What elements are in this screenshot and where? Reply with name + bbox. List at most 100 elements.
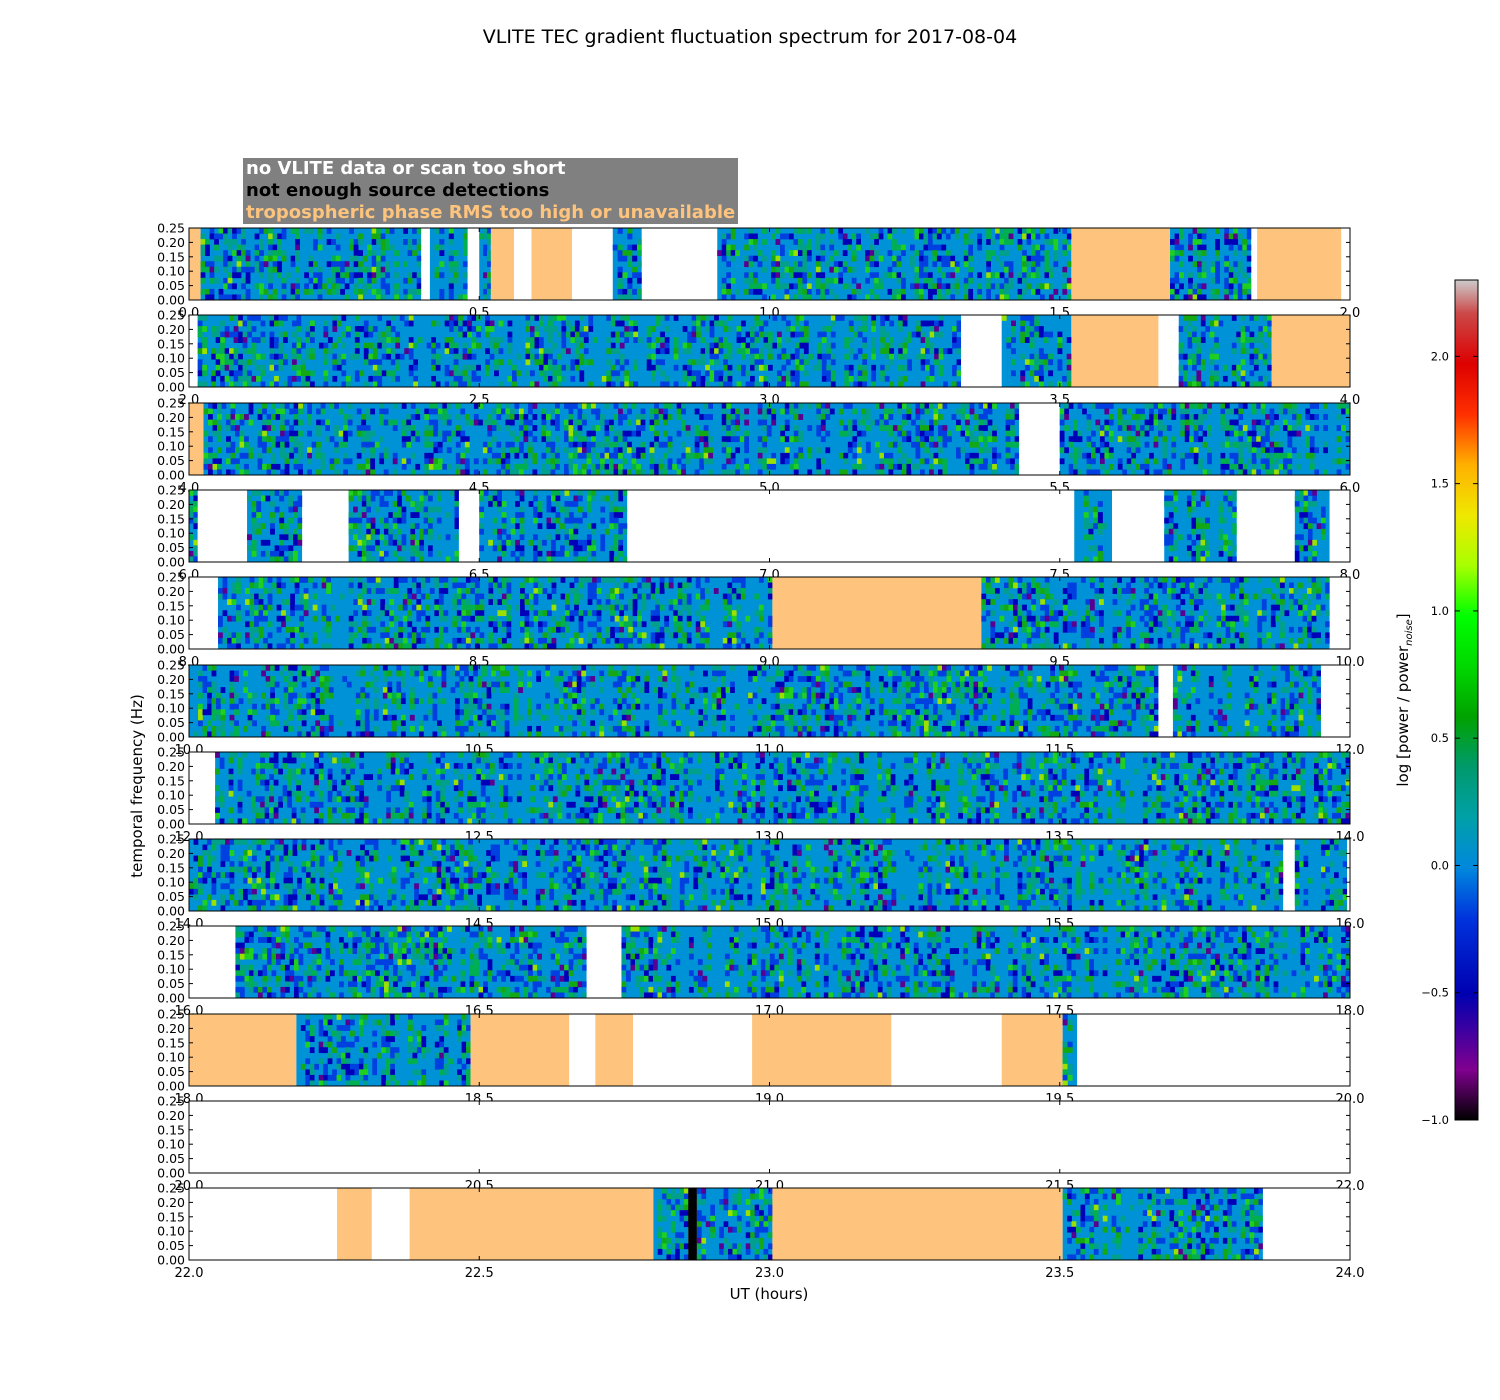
- spectrum-cell: [1173, 490, 1179, 496]
- spectrum-cell: [1220, 419, 1226, 426]
- spectrum-cell: [343, 430, 349, 437]
- spectrum-cell: [260, 353, 266, 360]
- spectrum-cell: [274, 381, 279, 388]
- spectrum-cell: [1202, 403, 1208, 409]
- spectrum-cell: [1341, 408, 1346, 415]
- spectrum-cell: [848, 364, 854, 371]
- spectrum-cell: [741, 320, 746, 327]
- spectrum-cell: [527, 430, 533, 437]
- spectrum-cell: [992, 469, 997, 476]
- spectrum-cell: [238, 331, 243, 338]
- spectrum-cell: [1179, 283, 1184, 290]
- spectrum-cell: [258, 577, 264, 583]
- spectrum-cell: [609, 506, 615, 513]
- spectrum-cell: [309, 353, 315, 360]
- spectrum-cell: [564, 447, 569, 454]
- spectrum-cell: [419, 528, 424, 535]
- spectrum-cell: [336, 353, 342, 360]
- spectrum-cell: [915, 414, 921, 420]
- spectrum-cell: [1224, 288, 1230, 295]
- spectrum-cell: [434, 244, 440, 251]
- spectrum-cell: [1196, 375, 1202, 382]
- spectrum-cell: [960, 430, 966, 437]
- spectrum-cell: [335, 277, 341, 284]
- spectrum-cell: [371, 233, 377, 240]
- spectrum-cell: [1205, 495, 1210, 502]
- spectrum-cell: [1188, 283, 1193, 290]
- spectrum-cell: [1059, 436, 1065, 443]
- spectrum-cell: [248, 447, 254, 454]
- spectrum-cell: [332, 315, 338, 321]
- spectrum-cell: [938, 425, 943, 431]
- spectrum-cell: [586, 430, 592, 437]
- spectrum-cell: [730, 414, 736, 420]
- spectrum-cell: [270, 556, 275, 563]
- segment-nodata: [961, 315, 1002, 387]
- spectrum-cell: [1144, 469, 1150, 476]
- spectrum-cell: [780, 250, 785, 256]
- spectrum-cell: [420, 610, 426, 617]
- spectrum-cell: [1191, 517, 1197, 524]
- spectrum-cell: [380, 277, 386, 284]
- spectrum-cell: [358, 294, 363, 301]
- spectrum-cell: [927, 283, 933, 290]
- spectrum-cell: [556, 375, 562, 382]
- spectrum-cell: [869, 244, 875, 251]
- spectrum-cell: [878, 233, 884, 240]
- spectrum-cell: [317, 294, 323, 301]
- spectrum-cell: [583, 348, 589, 355]
- spectrum-cell: [1029, 315, 1035, 321]
- spectrum-cell: [241, 244, 246, 251]
- spectrum-cell: [425, 643, 431, 650]
- spectrum-cell: [622, 458, 628, 465]
- spectrum-cell: [582, 414, 587, 420]
- spectrum-cell: [920, 320, 926, 327]
- spectrum-cell: [784, 425, 790, 431]
- spectrum-cell: [1024, 337, 1030, 343]
- spectrum-cell: [915, 441, 921, 448]
- spectrum-cell: [1066, 283, 1072, 290]
- spectrum-cell: [1253, 364, 1259, 371]
- spectrum-cell: [1249, 359, 1255, 366]
- spectrum-cell: [745, 381, 751, 388]
- spectrum-cell: [978, 414, 984, 420]
- spectrum-cell: [193, 550, 198, 557]
- spectrum-cell: [491, 425, 497, 431]
- spectrum-cell: [455, 469, 461, 476]
- spectrum-cell: [533, 490, 538, 496]
- spectrum-cell: [874, 463, 880, 470]
- spectrum-cell: [353, 632, 359, 639]
- spectrum-cell: [254, 626, 259, 633]
- spectrum-cell: [999, 294, 1005, 301]
- spectrum-cell: [1091, 458, 1096, 465]
- spectrum-cell: [1220, 469, 1226, 476]
- spectrum-cell: [453, 326, 459, 332]
- spectrum-cell: [492, 517, 498, 524]
- spectrum-cell: [915, 430, 921, 437]
- spectrum-cell: [203, 430, 209, 437]
- spectrum-cell: [1031, 255, 1036, 262]
- spectrum-cell: [235, 463, 240, 470]
- spectrum-cell: [397, 528, 402, 535]
- spectrum-cell: [326, 577, 332, 583]
- spectrum-cell: [1197, 294, 1202, 301]
- spectrum-cell: [1034, 375, 1040, 382]
- spectrum-cell: [1251, 452, 1257, 459]
- spectrum-cell: [556, 331, 562, 338]
- spectrum-cell: [613, 452, 619, 459]
- spectrum-cell: [483, 490, 489, 496]
- spectrum-cell: [1260, 403, 1266, 409]
- segment-nodata: [421, 228, 430, 300]
- spectrum-cell: [776, 381, 782, 388]
- spectrum-cell: [293, 414, 299, 420]
- spectrum-cell: [588, 320, 594, 327]
- spectrum-cell: [247, 534, 252, 541]
- spectrum-cell: [600, 463, 605, 470]
- spectrum-cell: [401, 458, 407, 465]
- spectrum-cell: [437, 408, 443, 415]
- spectrum-cell: [200, 239, 206, 245]
- spectrum-cell: [640, 425, 646, 431]
- spectrum-cell: [920, 364, 926, 371]
- spectrum-cell: [1309, 403, 1315, 409]
- spectrum-cell: [317, 283, 323, 290]
